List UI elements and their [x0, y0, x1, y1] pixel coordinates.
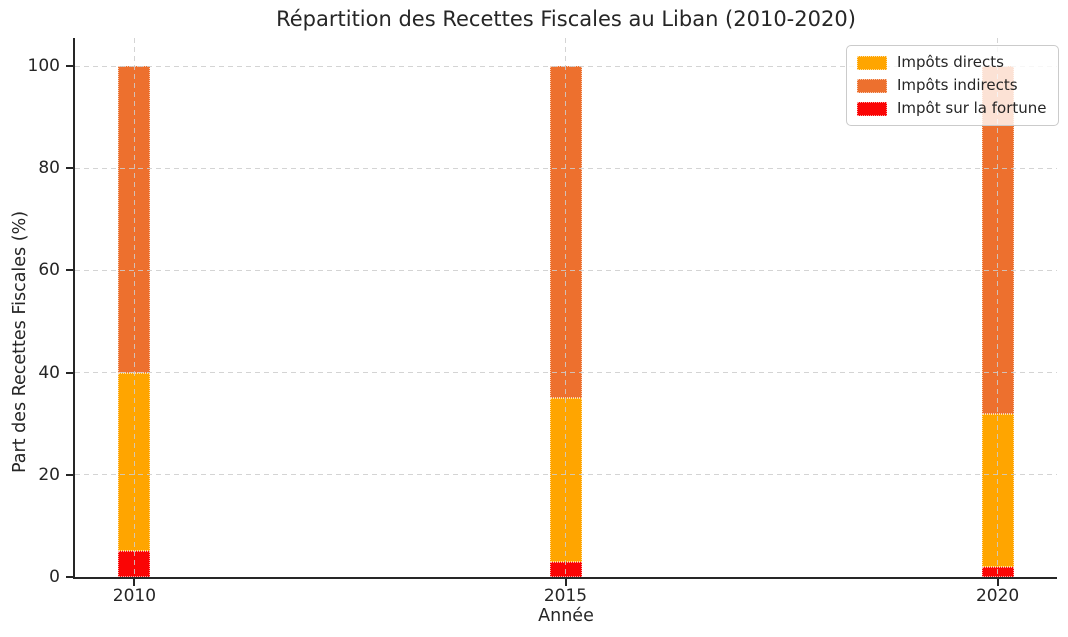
y-tick-mark	[66, 167, 74, 170]
y-tick-mark	[66, 371, 74, 374]
horizontal-gridlines	[75, 38, 1057, 577]
gridline-vertical	[565, 38, 566, 577]
legend-item: Impôts directs	[857, 53, 1047, 72]
legend-label: Impôts indirects	[897, 76, 1018, 94]
gridline-horizontal	[75, 65, 1057, 67]
y-tick-mark	[66, 65, 74, 68]
legend-label: Impôts directs	[897, 53, 1004, 71]
vertical-gridlines	[75, 38, 1057, 577]
x-tick-label: 2015	[543, 586, 588, 606]
chart-title: Répartition des Recettes Fiscales au Lib…	[276, 7, 856, 31]
gridline-horizontal	[75, 372, 1057, 374]
legend-swatch-icon	[857, 55, 887, 70]
plot-area	[73, 38, 1057, 579]
x-tick-mark	[564, 579, 567, 586]
y-tick-label: 60	[38, 260, 60, 281]
legend-swatch-icon	[857, 101, 887, 116]
gridline-horizontal	[75, 474, 1057, 476]
x-tick-mark	[133, 579, 136, 586]
legend-item: Impôt sur la fortune	[857, 99, 1047, 118]
x-tick-mark	[996, 579, 999, 586]
y-tick-label: 0	[49, 567, 60, 587]
y-tick-mark	[66, 269, 74, 272]
legend-label: Impôt sur la fortune	[897, 99, 1047, 117]
y-tick-label: 100	[27, 56, 60, 77]
y-tick-label: 80	[38, 158, 60, 179]
y-tick-mark	[66, 473, 74, 476]
gridline-horizontal	[75, 269, 1057, 271]
x-tick-label: 2010	[112, 586, 157, 606]
legend-item: Impôts indirects	[857, 76, 1047, 95]
legend: Impôts directs Impôts indirects Impôt sur …	[846, 45, 1059, 126]
x-axis-label: Année	[538, 606, 594, 626]
y-tick-label: 20	[38, 464, 60, 485]
gridline-vertical	[997, 38, 999, 577]
gridline-vertical	[133, 38, 135, 577]
legend-swatch-icon	[857, 78, 887, 93]
x-tick-label: 2020	[975, 586, 1020, 606]
y-tick-mark	[66, 576, 74, 578]
y-tick-label: 40	[38, 362, 60, 383]
gridline-horizontal	[75, 167, 1057, 169]
